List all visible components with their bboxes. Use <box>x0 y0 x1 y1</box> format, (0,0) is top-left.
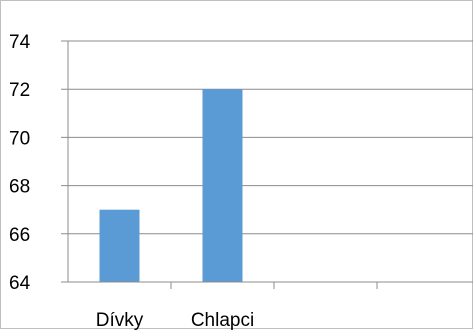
y-tick-label: 74 <box>9 32 31 53</box>
bars <box>99 89 243 282</box>
labels: 64 66 68 70 72 74 Dívky Chlapci <box>9 32 254 330</box>
axes <box>61 41 473 289</box>
y-tick-label: 68 <box>9 177 30 198</box>
gridlines <box>61 40 473 235</box>
y-tick-label: 70 <box>9 128 30 149</box>
x-category-label: Dívky <box>96 310 144 330</box>
y-tick-label: 72 <box>9 80 30 101</box>
y-tick-label: 64 <box>9 273 31 294</box>
x-category-label: Chlapci <box>191 310 254 330</box>
bar-1 <box>99 209 140 282</box>
y-tick-label: 66 <box>9 225 30 246</box>
bar-2 <box>202 89 243 282</box>
